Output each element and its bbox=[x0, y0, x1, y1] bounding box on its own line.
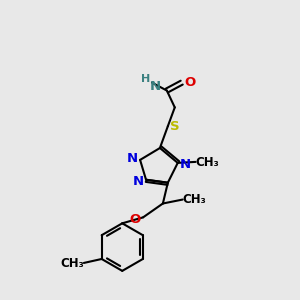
Text: CH₃: CH₃ bbox=[60, 257, 84, 270]
Text: CH₃: CH₃ bbox=[183, 193, 206, 206]
Text: N: N bbox=[149, 80, 161, 93]
Text: N: N bbox=[180, 158, 191, 171]
Text: CH₃: CH₃ bbox=[196, 156, 219, 170]
Text: H: H bbox=[141, 74, 151, 84]
Text: N: N bbox=[133, 175, 144, 188]
Text: O: O bbox=[130, 213, 141, 226]
Text: O: O bbox=[184, 76, 195, 89]
Text: N: N bbox=[127, 152, 138, 165]
Text: S: S bbox=[170, 120, 180, 133]
